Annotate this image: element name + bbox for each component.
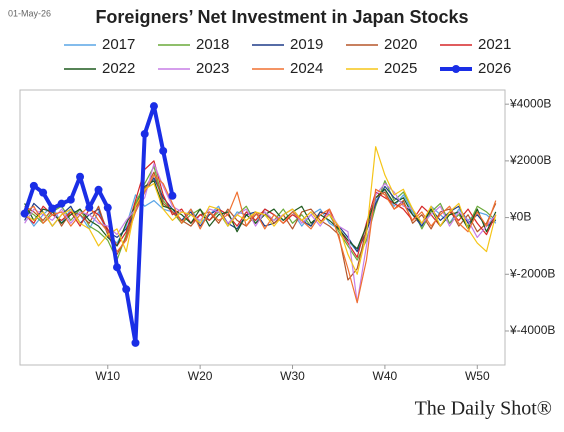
legend-label: 2020	[384, 36, 417, 53]
legend-label: 2017	[102, 36, 135, 53]
legend-marker	[452, 65, 460, 73]
series-point	[48, 204, 57, 213]
series-point	[85, 203, 94, 212]
x-tick-label: W20	[188, 369, 213, 383]
legend-label: 2024	[290, 60, 323, 77]
series-point	[66, 195, 75, 204]
series-line	[22, 104, 175, 345]
series-point	[94, 185, 103, 194]
series-point	[103, 203, 112, 212]
x-tick-label: W10	[95, 369, 120, 383]
series-point	[76, 172, 85, 181]
y-tick-label: ¥2000B	[509, 153, 551, 167]
series-point	[122, 285, 131, 294]
series-point	[131, 338, 140, 347]
chart-title: Foreigners’ Net Investment in Japan Stoc…	[95, 7, 468, 27]
legend-label: 2022	[102, 60, 135, 77]
series-point	[149, 102, 158, 111]
series-line	[24, 163, 497, 304]
series-point	[20, 209, 29, 218]
series-line	[24, 146, 497, 275]
x-tick-label: W40	[373, 369, 398, 383]
y-tick-label: ¥4000B	[509, 96, 551, 110]
legend-label: 2023	[196, 60, 229, 77]
legend-label: 2026	[478, 60, 511, 77]
series-point	[39, 188, 48, 197]
series-point	[29, 181, 38, 190]
series-line	[24, 160, 497, 258]
y-tick-label: ¥0B	[509, 210, 531, 224]
y-tick-label: ¥-4000B	[509, 323, 555, 337]
date: 01-May-26	[8, 8, 51, 18]
series-point	[159, 146, 168, 155]
plot-frame	[19, 89, 506, 366]
legend-label: 2018	[196, 36, 229, 53]
source: The Daily Shot®	[415, 398, 552, 420]
x-tick-label: W50	[465, 369, 490, 383]
series-point	[57, 199, 66, 208]
x-tick-label: W30	[280, 369, 305, 383]
series-point	[168, 191, 177, 200]
y-tick-label: ¥-2000B	[509, 266, 555, 280]
legend-label: 2021	[478, 36, 511, 53]
legend-label: 2019	[290, 36, 323, 53]
series-point	[113, 263, 121, 272]
series-point	[140, 129, 149, 138]
legend-label: 2025	[384, 60, 417, 77]
